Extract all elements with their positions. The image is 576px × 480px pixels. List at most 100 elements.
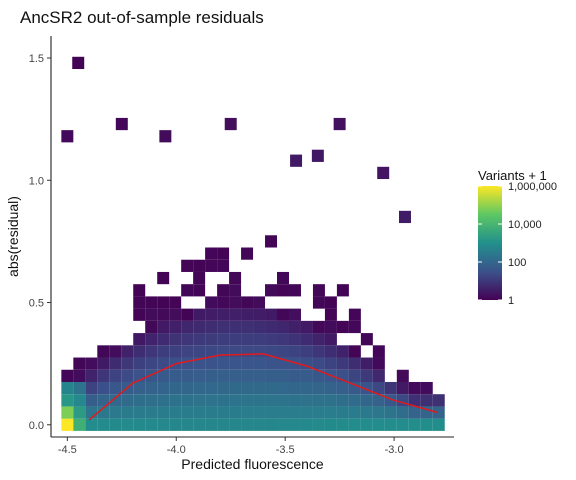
heatmap-bin [229, 357, 242, 370]
heatmap-bin [229, 284, 242, 297]
heatmap-bin [169, 333, 182, 346]
heatmap-bin [288, 308, 301, 321]
heatmap-bin [408, 394, 421, 407]
heatmap-bin [85, 418, 98, 431]
x-tick-label: -3.5 [276, 444, 295, 456]
heatmap-bin [217, 320, 230, 334]
heatmap-bin [193, 284, 206, 297]
heatmap-bin [181, 284, 194, 297]
heatmap-bin [396, 381, 409, 395]
heatmap-bin [288, 284, 301, 297]
heatmap-bin [229, 345, 242, 358]
heatmap-bin [253, 308, 266, 321]
heatmap-bin [360, 381, 373, 395]
heatmap-bin [408, 381, 421, 395]
heatmap-bin [277, 394, 289, 407]
heatmap-bin [253, 320, 266, 334]
heatmap-bin [288, 369, 301, 382]
heatmap-bin [181, 381, 194, 395]
y-axis-title: abs(residual) [5, 196, 21, 277]
heatmap-bin [348, 308, 361, 321]
x-tick-label: -4.5 [58, 444, 77, 456]
heatmap-bin [121, 394, 134, 407]
heatmap-bin [420, 406, 433, 419]
heatmap-bin [169, 369, 182, 382]
heatmap-bin [205, 394, 218, 407]
heatmap-bin [372, 381, 385, 395]
heatmap-bin [288, 418, 301, 431]
heatmap-bin [384, 406, 397, 419]
heatmap-bin [85, 381, 98, 395]
heatmap-bin [159, 130, 172, 143]
heatmap-bin [133, 406, 146, 419]
heatmap-bin [265, 333, 278, 346]
legend-colorbar [478, 186, 502, 300]
heatmap-bin [181, 259, 194, 272]
heatmap-bin [121, 406, 134, 419]
heatmap-bin [336, 369, 349, 382]
heatmap-bin [408, 406, 421, 419]
heatmap-bin [336, 406, 349, 419]
heatmap-bin [324, 308, 337, 321]
heatmap-bin [229, 381, 242, 395]
heatmap-bin [169, 320, 182, 334]
heatmap-bin [300, 394, 313, 407]
heatmap-bin [324, 394, 337, 407]
heatmap-bin [217, 394, 230, 407]
heatmap-bin [360, 418, 373, 431]
heatmap-bin [241, 320, 254, 334]
heatmap-bin [169, 345, 182, 358]
heatmap-bin [145, 406, 158, 419]
heatmap-bin [193, 271, 206, 285]
heatmap-bin [288, 333, 301, 346]
heatmap-bin [133, 418, 146, 431]
heatmap-bin [253, 333, 266, 346]
heatmap-bin [217, 418, 230, 431]
heatmap-bin [253, 394, 266, 407]
heatmap-bin [229, 394, 242, 407]
heatmap-bin [336, 418, 349, 431]
heatmap-bin [372, 406, 385, 419]
heatmap-bin [181, 394, 194, 407]
heatmap-bin [145, 308, 158, 321]
heatmap-bin [133, 394, 146, 407]
heatmap-bin [253, 381, 266, 395]
heatmap-bin [157, 296, 170, 309]
heatmap-bin [205, 320, 218, 334]
heatmap-bin [181, 357, 194, 370]
heatmap-bin [408, 418, 421, 431]
heatmap-bin [181, 308, 194, 321]
heatmap-bin [277, 418, 289, 431]
heatmap-bin [300, 381, 313, 395]
heatmap-bin [169, 381, 182, 395]
heatmap-bin [205, 418, 218, 431]
heatmap-bin [145, 345, 158, 358]
heatmap-bin [97, 418, 110, 431]
heatmap-bin [277, 320, 289, 334]
heatmap-bin [384, 381, 397, 395]
heatmap-bin [217, 357, 230, 370]
heatmap-bin [157, 357, 170, 370]
heatmap-bin [300, 406, 313, 419]
heatmap-bin [265, 357, 278, 370]
heatmap-bin [157, 271, 170, 285]
heatmap-bin [360, 357, 373, 370]
heatmap-bin [372, 418, 385, 431]
heatmap-bin [336, 381, 349, 395]
heatmap-bin [241, 406, 254, 419]
heatmap-bin [300, 320, 313, 334]
heatmap-bin [336, 357, 349, 370]
heatmap-bin [324, 333, 337, 346]
heatmap-bin [217, 308, 230, 321]
heatmap-bin [312, 284, 325, 297]
heatmap-bin [241, 345, 254, 358]
heatmap-bin [396, 418, 409, 431]
heatmap-bin [97, 394, 110, 407]
heatmap-bin [324, 406, 337, 419]
heatmap-bin [348, 394, 361, 407]
y-tick-label: 1.0 [29, 175, 44, 187]
heatmap-bin [193, 320, 206, 334]
heatmap-bin [312, 381, 325, 395]
heatmap-bin [133, 284, 146, 297]
heatmap-bin [205, 357, 218, 370]
